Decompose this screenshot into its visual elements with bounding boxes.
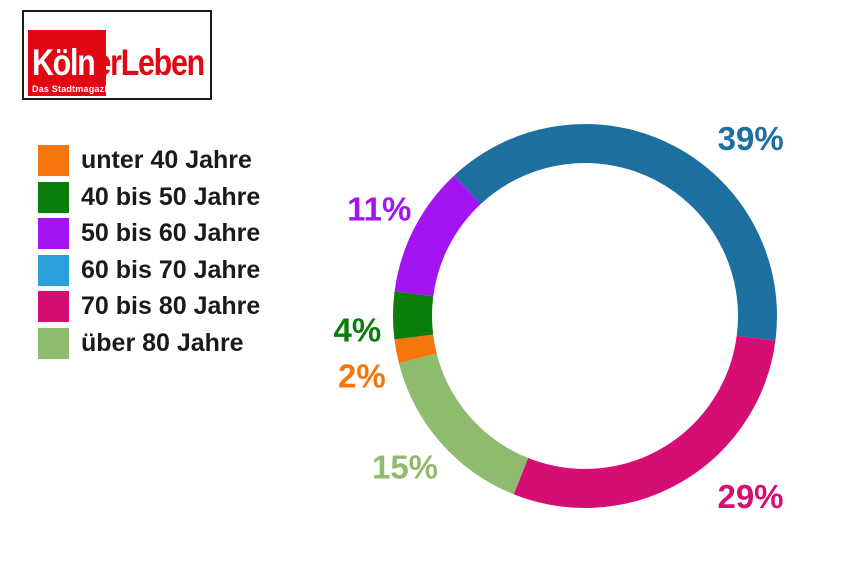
- kolnerleben-logo: KölnerLeben Das Stadtmagazin: [22, 10, 212, 100]
- legend-label-ueber-80: über 80 Jahre: [81, 328, 244, 357]
- slice-value-label-ueber-80-jahre: 15%: [372, 449, 438, 486]
- legend-label-60-70: 60 bis 70 Jahre: [81, 255, 261, 284]
- legend-item-40-50: 40 bis 50 Jahre: [38, 181, 261, 213]
- legend-label-unter-40: unter 40 Jahre: [81, 146, 252, 174]
- legend-item-60-70: 60 bis 70 Jahre: [38, 254, 261, 286]
- donut-slice-40-bis-50-jahre: [393, 291, 434, 340]
- logo-subtitle: Das Stadtmagazin: [32, 84, 113, 94]
- slice-value-label-70-bis-80-jahre: 29%: [717, 478, 783, 515]
- legend-label-40-50: 40 bis 50 Jahre: [81, 182, 261, 211]
- legend-item-70-80: 70 bis 80 Jahre: [38, 291, 260, 322]
- logo-title-red: erLeben: [94, 42, 205, 83]
- legend-swatch-50-60: [38, 218, 69, 249]
- legend-label-70-80: 70 bis 80 Jahre: [81, 292, 261, 320]
- slice-value-label-60-bis-70-jahre: 39%: [718, 120, 784, 157]
- donut-slice-unter-40-jahre: [394, 334, 437, 364]
- logo-red-square: [28, 30, 106, 96]
- legend-label-50-60: 50 bis 60 Jahre: [81, 219, 261, 247]
- donut-slice-ueber-80-jahre: [398, 353, 529, 495]
- donut-slice-60-bis-70-jahre: [454, 124, 777, 341]
- donut-slice-70-bis-80-jahre: [513, 335, 776, 508]
- legend-item-50-60: 50 bis 60 Jahre: [38, 218, 260, 249]
- donut-slice-50-bis-60-jahre: [394, 175, 482, 297]
- slice-value-label-unter-40-jahre: 2%: [338, 357, 386, 394]
- slice-value-label-40-bis-50-jahre: 4%: [334, 311, 382, 348]
- legend-swatch-unter-40: [38, 145, 69, 176]
- legend-swatch-40-50: [38, 181, 69, 213]
- legend-item-ueber-80: über 80 Jahre: [38, 327, 260, 359]
- legend-swatch-70-80: [38, 291, 69, 322]
- legend-item-unter-40: unter 40 Jahre: [38, 145, 260, 176]
- logo-title-white: Köln: [32, 42, 96, 83]
- legend-swatch-60-70: [38, 254, 69, 286]
- legend-swatch-ueber-80: [38, 327, 69, 359]
- logo-title: KölnerLeben: [32, 42, 205, 83]
- chart-legend: unter 40 Jahre 40 bis 50 Jahre 50 bis 60…: [38, 145, 260, 364]
- slice-value-label-50-bis-60-jahre: 11%: [347, 190, 411, 227]
